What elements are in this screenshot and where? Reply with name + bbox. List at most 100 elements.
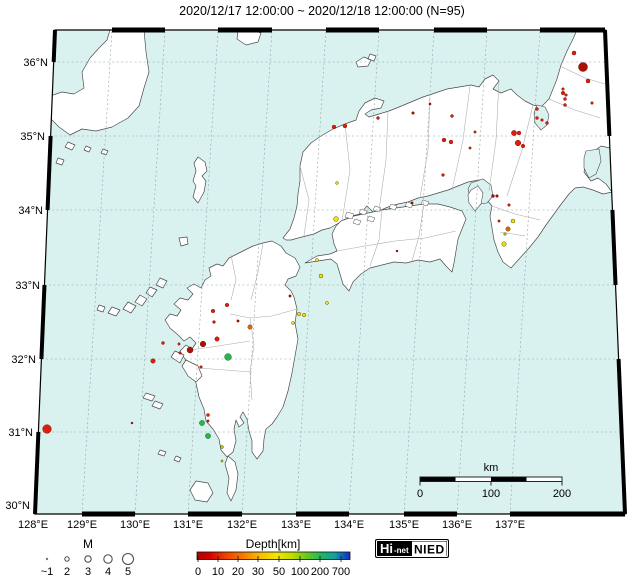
depth-tick-label: 200 [311, 566, 329, 578]
quake-dot [441, 173, 445, 177]
lake-biwa [533, 104, 550, 131]
quake-dot [535, 116, 539, 120]
quake-dot [42, 424, 52, 434]
quake-dot [535, 107, 539, 111]
scalebar-labels: 0 100 200 [417, 488, 571, 500]
kyushu-landmass [164, 240, 301, 460]
lat-label: 31°N [8, 427, 33, 439]
quake-dot [318, 273, 324, 279]
quake-dot [331, 124, 337, 130]
quake-dot [501, 241, 507, 247]
logo-hi-text: Hi [380, 541, 393, 556]
quake-dot [585, 78, 591, 84]
lat-label: 35°N [20, 131, 45, 143]
quake-dot [511, 130, 517, 136]
lon-label: 134°E [334, 519, 364, 531]
quake-dot [540, 118, 544, 122]
prefecture-borders [189, 65, 606, 401]
map-frame-fancy-segments [33, 27, 627, 517]
magnitude-legend-circle [84, 555, 92, 563]
epicenter-dots [42, 50, 594, 463]
quake-dot [450, 114, 454, 118]
quake-dot [206, 419, 210, 423]
lon-label: 136°E [442, 519, 472, 531]
scalebar-seg4 [526, 477, 562, 482]
scalebar-tick-label: 100 [482, 488, 500, 500]
frame-segment-left [33, 431, 41, 515]
quake-dot [325, 301, 329, 305]
quake-dot [510, 218, 516, 224]
lon-label: 135°E [389, 519, 419, 531]
quake-dot [563, 103, 567, 107]
quake-dot [561, 87, 565, 91]
quake-dot [205, 433, 211, 439]
magnitude-legend-label: 5 [125, 566, 131, 578]
quake-dot [212, 320, 216, 324]
south-islets [157, 449, 182, 463]
frame-segment-right [603, 29, 612, 137]
iki-island [178, 236, 189, 247]
quake-dot [220, 459, 224, 463]
scalebar-ticks [419, 481, 563, 486]
quake-dot [333, 216, 339, 222]
scalebar-seg1 [420, 477, 456, 482]
quake-dot [206, 413, 210, 417]
latitude-labels: 36°N 35°N 34°N 33°N 32°N 31°N 30°N [5, 57, 48, 512]
quake-dot [590, 101, 594, 105]
quake-dot [428, 102, 432, 106]
shikoku-landmass [304, 203, 467, 292]
lat-label: 36°N [23, 57, 48, 69]
quake-dot [491, 194, 495, 198]
quake-dot [236, 319, 240, 323]
magnitude-legend-circle [45, 557, 49, 561]
korea-landmass [49, 30, 150, 136]
quake-dot [342, 123, 348, 129]
tsushima-island [192, 156, 208, 204]
quake-dot [247, 324, 253, 330]
frame-segment-right [616, 358, 627, 515]
quake-dot [376, 116, 380, 120]
quake-dot [507, 203, 511, 207]
quake-dot [301, 312, 307, 318]
quake-dot [150, 358, 156, 364]
quake-dot [514, 139, 522, 147]
magnitude-legend: M ~1 2 3 4 5 [41, 537, 134, 578]
quake-dot [563, 97, 567, 101]
frame-segment-left [51, 29, 57, 63]
quake-dot [516, 130, 522, 136]
map-scalebar: km 0 100 200 [417, 462, 571, 500]
quake-dot [505, 226, 511, 232]
magnitude-legend-circle [122, 553, 134, 565]
lon-label: 133°E [281, 519, 311, 531]
depth-colorbar [196, 551, 351, 560]
quake-dot [177, 342, 181, 346]
lon-label: 128°E [18, 519, 48, 531]
depth-tick-label: 50 [273, 566, 285, 578]
landmasses [43, 30, 613, 503]
scalebar-unit: km [484, 462, 499, 474]
scalebar-seg3 [491, 477, 527, 482]
magnitude-legend-items: ~1 2 3 4 5 [41, 553, 134, 578]
frame-segment-left [39, 284, 47, 360]
logo-nied-text: NIED [414, 543, 445, 557]
quake-dot [199, 420, 205, 426]
lat-label: 33°N [15, 280, 40, 292]
quake-dot [395, 249, 399, 253]
awaji-island [467, 185, 484, 212]
depth-colorbar-ticks: 0 10 20 30 50 100 200 700 [195, 556, 350, 578]
depth-tick-label: 20 [232, 566, 244, 578]
depth-legend: Depth[km] 0 10 20 30 50 100 200 700 [195, 537, 351, 578]
quake-dot [335, 181, 339, 185]
frame-segment-right [610, 209, 618, 286]
scalebar-seg2 [455, 477, 491, 482]
goto-islands [96, 277, 168, 317]
yakushima-island [189, 480, 214, 503]
lat-label: 32°N [11, 354, 36, 366]
quake-dot [560, 90, 566, 96]
quake-dot [564, 93, 568, 97]
graticule-grid [38, 30, 622, 514]
quake-dot [178, 351, 182, 355]
depth-tick-label: 0 [195, 566, 201, 578]
